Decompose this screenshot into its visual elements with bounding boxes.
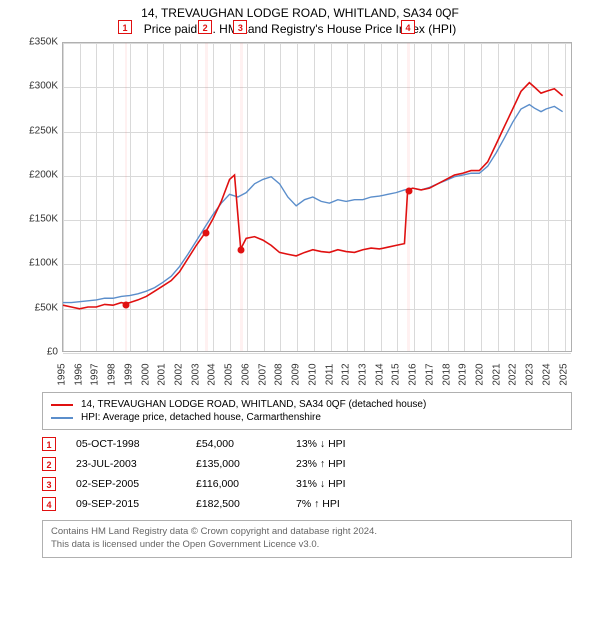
x-axis-label: 2020 bbox=[475, 363, 486, 385]
x-axis-label: 2025 bbox=[558, 363, 569, 385]
event-dot bbox=[238, 247, 245, 254]
event-dot bbox=[405, 188, 412, 195]
event-row: 4 09-SEP-2015£182,5007% ↑ HPI bbox=[42, 494, 572, 514]
y-axis-label: £100K bbox=[20, 258, 58, 269]
event-delta: 23% ↑ HPI bbox=[296, 458, 396, 470]
x-axis-label: 2016 bbox=[408, 363, 419, 385]
event-row: 2 23-JUL-2003£135,00023% ↑ HPI bbox=[42, 454, 572, 474]
y-axis-label: £250K bbox=[20, 125, 58, 136]
series-hpi bbox=[63, 105, 563, 303]
x-axis-label: 2013 bbox=[357, 363, 368, 385]
chart-title-sub: Price paid vs. HM Land Registry's House … bbox=[0, 22, 600, 36]
x-axis-label: 2006 bbox=[240, 363, 251, 385]
event-price: £135,000 bbox=[196, 458, 296, 470]
event-dot bbox=[203, 230, 210, 237]
line-layer bbox=[63, 43, 571, 351]
x-axis-label: 2008 bbox=[274, 363, 285, 385]
event-marker-2: 2 bbox=[198, 20, 212, 34]
x-axis-label: 2021 bbox=[491, 363, 502, 385]
legend-swatch bbox=[51, 404, 73, 406]
event-row: 1 05-OCT-1998£54,00013% ↓ HPI bbox=[42, 434, 572, 454]
event-table: 1 05-OCT-1998£54,00013% ↓ HPI 2 23-JUL-2003… bbox=[42, 434, 572, 514]
attribution-footer: Contains HM Land Registry data © Crown c… bbox=[42, 520, 572, 558]
y-axis-label: £50K bbox=[20, 302, 58, 313]
series-property bbox=[63, 83, 563, 309]
chart-title-address: 14, TREVAUGHAN LODGE ROAD, WHITLAND, SA3… bbox=[0, 6, 600, 20]
legend-swatch bbox=[51, 417, 73, 419]
x-axis-label: 2005 bbox=[224, 363, 235, 385]
x-axis-label: 2023 bbox=[525, 363, 536, 385]
y-axis-label: £350K bbox=[20, 37, 58, 48]
event-delta: 7% ↑ HPI bbox=[296, 498, 396, 510]
x-axis-label: 2022 bbox=[508, 363, 519, 385]
x-axis-label: 2003 bbox=[190, 363, 201, 385]
event-marker-4: 4 bbox=[401, 20, 415, 34]
event-delta: 31% ↓ HPI bbox=[296, 478, 396, 490]
event-number: 1 bbox=[42, 437, 56, 451]
gridline-h bbox=[63, 353, 571, 354]
y-axis-label: £200K bbox=[20, 169, 58, 180]
x-axis-label: 2012 bbox=[341, 363, 352, 385]
x-axis-label: 2001 bbox=[157, 363, 168, 385]
event-date: 23-JUL-2003 bbox=[76, 458, 196, 470]
footer-line2: This data is licensed under the Open Gov… bbox=[51, 539, 563, 552]
legend-label: 14, TREVAUGHAN LODGE ROAD, WHITLAND, SA3… bbox=[81, 399, 426, 410]
x-axis-label: 2017 bbox=[424, 363, 435, 385]
event-number: 4 bbox=[42, 497, 56, 511]
x-axis-label: 2010 bbox=[307, 363, 318, 385]
x-axis-label: 2007 bbox=[257, 363, 268, 385]
event-marker-1: 1 bbox=[118, 20, 132, 34]
event-price: £116,000 bbox=[196, 478, 296, 490]
event-dot bbox=[123, 302, 130, 309]
event-marker-3: 3 bbox=[233, 20, 247, 34]
event-price: £54,000 bbox=[196, 438, 296, 450]
x-axis-label: 2002 bbox=[174, 363, 185, 385]
legend-row: HPI: Average price, detached house, Carm… bbox=[51, 412, 563, 423]
y-axis-label: £150K bbox=[20, 214, 58, 225]
legend: 14, TREVAUGHAN LODGE ROAD, WHITLAND, SA3… bbox=[42, 392, 572, 430]
x-axis-label: 2019 bbox=[458, 363, 469, 385]
plot-area: £0 £50K £100K £150K £200K £250K £300K £350K 1995… bbox=[20, 38, 580, 388]
event-number: 2 bbox=[42, 457, 56, 471]
x-axis-label: 2004 bbox=[207, 363, 218, 385]
x-axis-label: 1996 bbox=[73, 363, 84, 385]
x-axis-label: 1998 bbox=[107, 363, 118, 385]
x-axis-label: 2000 bbox=[140, 363, 151, 385]
event-delta: 13% ↓ HPI bbox=[296, 438, 396, 450]
x-axis-label: 2024 bbox=[541, 363, 552, 385]
event-date: 02-SEP-2005 bbox=[76, 478, 196, 490]
y-axis-label: £0 bbox=[20, 347, 58, 358]
y-axis-label: £300K bbox=[20, 81, 58, 92]
legend-label: HPI: Average price, detached house, Carm… bbox=[81, 412, 321, 423]
x-axis-label: 2014 bbox=[374, 363, 385, 385]
footer-line1: Contains HM Land Registry data © Crown c… bbox=[51, 526, 563, 539]
event-price: £182,500 bbox=[196, 498, 296, 510]
x-axis-label: 2015 bbox=[391, 363, 402, 385]
event-number: 3 bbox=[42, 477, 56, 491]
x-axis-label: 2011 bbox=[324, 364, 335, 386]
legend-row: 14, TREVAUGHAN LODGE ROAD, WHITLAND, SA3… bbox=[51, 399, 563, 410]
x-axis-label: 1999 bbox=[123, 363, 134, 385]
event-date: 05-OCT-1998 bbox=[76, 438, 196, 450]
event-date: 09-SEP-2015 bbox=[76, 498, 196, 510]
event-row: 3 02-SEP-2005£116,00031% ↓ HPI bbox=[42, 474, 572, 494]
x-axis-label: 1995 bbox=[57, 363, 68, 385]
x-axis-label: 1997 bbox=[90, 363, 101, 385]
x-axis-label: 2009 bbox=[291, 363, 302, 385]
x-axis-label: 2018 bbox=[441, 363, 452, 385]
